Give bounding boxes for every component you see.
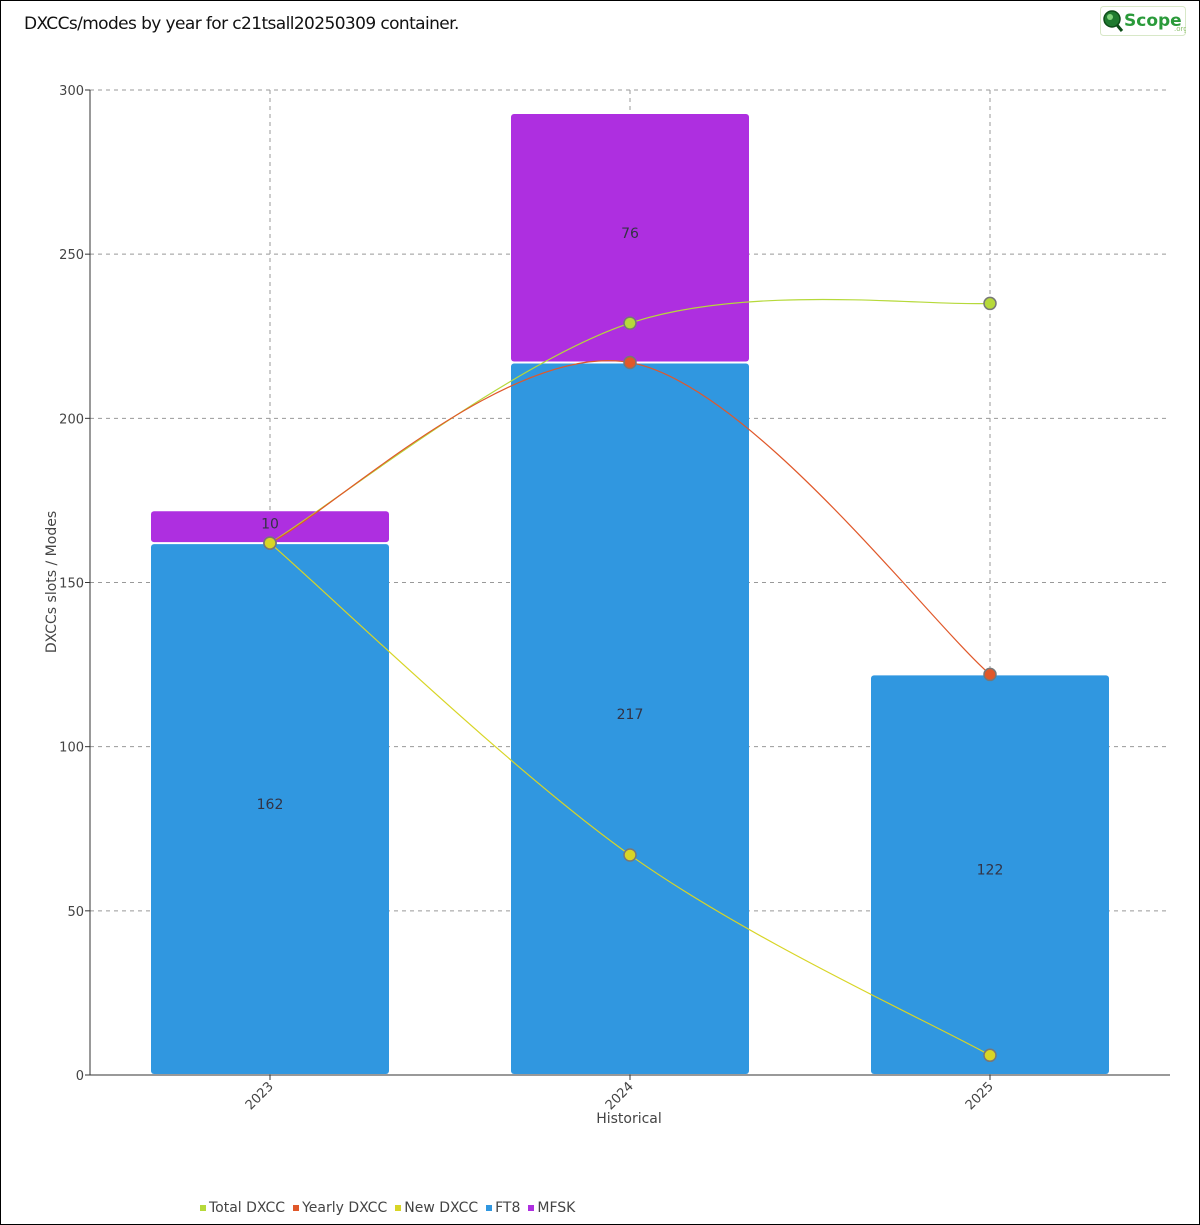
y-tick-label: 200 <box>59 412 84 427</box>
x-axis-title: Historical <box>596 1111 662 1127</box>
legend-item-yearly-dxcc[interactable]: Yearly DXCC <box>293 1200 387 1216</box>
bar-ft8-2024[interactable] <box>511 363 749 1074</box>
chart-legend: Total DXCC Yearly DXCC New DXCC FT8 MFSK <box>200 1200 575 1216</box>
legend-label: Total DXCC <box>209 1200 286 1216</box>
bars-layer: 162 217 122 10 76 <box>151 113 1109 1074</box>
point-new-dxcc-2023[interactable] <box>263 536 277 550</box>
lines-layer <box>263 296 997 1063</box>
bar-mfsk-2024[interactable] <box>511 113 749 362</box>
y-tick-label: 0 <box>76 1069 84 1084</box>
logo-text: Scope <box>1124 11 1182 31</box>
bar-value-label: 10 <box>261 516 279 532</box>
chart-title: DXCCs/modes by year for c21tsall20250309… <box>24 14 459 34</box>
legend-swatch <box>200 1205 206 1211</box>
legend-item-new-dxcc[interactable]: New DXCC <box>395 1200 478 1216</box>
y-tick-label: 300 <box>59 84 84 99</box>
bar-ft8-2023[interactable] <box>151 544 389 1074</box>
y-tick-label: 250 <box>59 248 84 263</box>
scope-logo: Scope .org <box>1100 6 1186 36</box>
legend-swatch <box>486 1205 493 1211</box>
x-tick-label: 2024 <box>603 1079 637 1113</box>
point-new-dxcc-2024[interactable] <box>623 848 637 862</box>
legend-item-ft8[interactable]: FT8 <box>486 1200 520 1216</box>
y-axis-title: DXCCs slots / Modes <box>44 511 60 653</box>
legend-swatch <box>395 1205 402 1211</box>
legend-label: FT8 <box>495 1200 521 1216</box>
bar-value-label: 162 <box>257 797 284 813</box>
point-new-dxcc-2025[interactable] <box>983 1048 997 1063</box>
point-total-dxcc-2024[interactable] <box>623 316 637 330</box>
bar-value-label: 76 <box>621 226 639 242</box>
bar-ft8-2025[interactable] <box>871 675 1109 1074</box>
y-tick-label: 100 <box>59 741 84 756</box>
bar-value-label: 122 <box>977 863 1004 879</box>
point-yearly-dxcc-2025[interactable] <box>983 667 997 682</box>
point-yearly-dxcc-2024[interactable] <box>623 355 637 370</box>
x-tick-label: 2023 <box>243 1079 277 1113</box>
logo-suffix: .org <box>1174 25 1186 33</box>
y-tick-label: 150 <box>59 577 84 592</box>
x-tick-label: 2025 <box>963 1079 997 1113</box>
legend-label: Yearly DXCC <box>302 1200 388 1216</box>
legend-swatch <box>528 1205 535 1211</box>
y-tick-label: 50 <box>67 905 84 920</box>
legend-label: MFSK <box>537 1200 576 1216</box>
point-total-dxcc-2025[interactable] <box>983 296 997 311</box>
legend-item-mfsk[interactable]: MFSK <box>528 1200 575 1216</box>
legend-label: New DXCC <box>404 1200 479 1216</box>
legend-swatch <box>293 1205 300 1211</box>
bar-value-label: 217 <box>617 707 644 723</box>
legend-item-total-dxcc[interactable]: Total DXCC <box>200 1200 285 1216</box>
bar-mfsk-2023[interactable] <box>151 511 389 543</box>
